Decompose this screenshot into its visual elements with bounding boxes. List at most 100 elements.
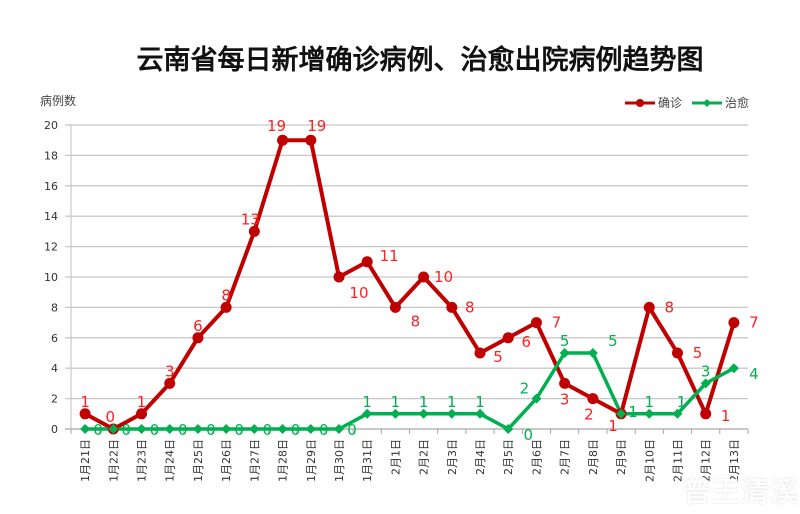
cured-point-marker [700, 378, 711, 389]
cured-data-label: 0 [234, 421, 244, 439]
confirmed-data-label: 8 [411, 312, 421, 330]
x-tick-label: 1月23日 [136, 439, 149, 482]
confirmed-point-marker [474, 347, 486, 359]
cured-data-label: 1 [447, 393, 457, 411]
x-tick-label: 2月5日 [502, 439, 515, 475]
cured-data-label: 0 [523, 426, 533, 444]
cured-data-label: 0 [122, 421, 132, 439]
x-tick-label: 2月7日 [559, 439, 572, 475]
cured-data-label: 5 [608, 332, 618, 350]
legend-diamond-marker-icon [692, 98, 723, 107]
cured-data-label: 1 [475, 393, 485, 411]
confirmed-point-marker [671, 347, 683, 359]
x-tick-label: 2月9日 [615, 439, 628, 475]
y-tick-label: 4 [51, 362, 58, 375]
cured-point-marker [305, 424, 316, 434]
x-tick-label: 1月29日 [305, 439, 318, 482]
cured-data-label: 1 [628, 403, 638, 421]
cured-data-label: 5 [560, 332, 570, 350]
confirmed-data-label: 6 [193, 317, 203, 335]
legend-label: 确诊 [658, 96, 683, 110]
confirmed-point-marker [559, 377, 571, 389]
x-tick-label: 2月1日 [389, 439, 402, 475]
confirmed-data-label: 11 [380, 247, 399, 265]
confirmed-point-marker [587, 393, 599, 405]
confirmed-data-label: 8 [664, 298, 674, 316]
legend: 确诊 治愈 [625, 94, 749, 111]
confirmed-point-marker [418, 271, 430, 283]
x-tick-label: 2月4日 [474, 439, 487, 475]
confirmed-point-marker [333, 271, 345, 283]
confirmed-data-label: 1 [721, 407, 731, 425]
cured-data-label: 0 [93, 421, 103, 439]
cured-data-label: 1 [419, 393, 429, 411]
confirmed-point-marker [446, 301, 458, 313]
cured-data-label: 1 [391, 393, 401, 411]
cured-point-marker [249, 424, 260, 434]
y-tick-label: 10 [44, 271, 58, 284]
confirmed-point-marker [79, 408, 91, 420]
confirmed-data-label: 6 [521, 333, 531, 351]
cured-data-label: 2 [520, 380, 530, 398]
confirmed-point-marker [277, 134, 289, 146]
cured-point-marker [616, 408, 627, 419]
cured-data-label: 4 [749, 365, 759, 383]
cured-point-marker [503, 424, 514, 434]
confirmed-data-label: 1 [137, 393, 147, 411]
y-tick-label: 16 [44, 180, 58, 193]
cured-data-label: 3 [701, 362, 711, 380]
y-tick-label: 8 [51, 301, 58, 314]
confirmed-data-label: 1 [80, 393, 90, 411]
confirmed-point-marker [502, 332, 514, 344]
cured-data-label: 0 [319, 421, 329, 439]
confirmed-series-line [84, 138, 736, 431]
confirmed-data-label: 5 [493, 348, 503, 366]
y-tick-label: 18 [44, 149, 58, 162]
legend-line-marker-icon [625, 98, 655, 107]
x-tick-label: 2月13日 [728, 439, 741, 482]
confirmed-data-label: 3 [560, 390, 570, 408]
cured-point-marker [446, 408, 457, 419]
cured-data-label: 0 [206, 421, 216, 439]
legend-item-confirmed: 确诊 [625, 94, 682, 111]
cured-point-marker [390, 408, 401, 419]
confirmed-data-label: 5 [693, 344, 703, 362]
x-tick-label: 1月31日 [361, 439, 374, 482]
cured-point-marker [672, 408, 683, 419]
cured-point-marker [644, 408, 655, 419]
cured-point-marker [80, 424, 91, 434]
x-tick-label: 2月2日 [418, 439, 431, 475]
x-tick-label: 1月21日 [79, 439, 92, 482]
y-tick-label: 12 [44, 241, 58, 254]
legend-item-cured: 治愈 [692, 94, 749, 111]
cured-point-marker [728, 363, 739, 374]
confirmed-point-marker [192, 332, 204, 344]
confirmed-point-marker [389, 301, 401, 313]
y-tick-label: 0 [51, 423, 58, 436]
confirmed-point-marker [530, 317, 542, 329]
y-tick-label: 20 [44, 119, 58, 132]
x-tick-label: 1月30日 [333, 439, 346, 482]
x-tick-label: 1月25日 [192, 439, 205, 482]
y-tick-label: 2 [51, 393, 58, 406]
confirmed-data-label: 8 [221, 286, 231, 304]
x-tick-label: 1月27日 [248, 439, 261, 482]
confirmed-data-label: 0 [106, 408, 116, 426]
cured-point-marker [221, 424, 232, 434]
cured-data-label: 1 [677, 393, 687, 411]
x-tick-label: 2月12日 [700, 439, 713, 482]
cured-point-marker [164, 424, 175, 434]
confirmed-point-marker [305, 134, 317, 146]
x-tick-label: 1月24日 [164, 439, 177, 482]
confirmed-point-marker [361, 256, 373, 268]
cured-point-marker [559, 348, 570, 358]
cured-point-marker [192, 424, 203, 434]
confirmed-point-marker [248, 225, 260, 237]
cured-data-label: 0 [263, 421, 273, 439]
cured-data-label: 1 [644, 393, 654, 411]
confirmed-data-label: 10 [349, 284, 368, 302]
cured-data-label: 0 [347, 421, 357, 439]
confirmed-point-marker [728, 317, 740, 329]
cured-point-marker [277, 424, 288, 434]
confirmed-point-marker [164, 377, 176, 389]
